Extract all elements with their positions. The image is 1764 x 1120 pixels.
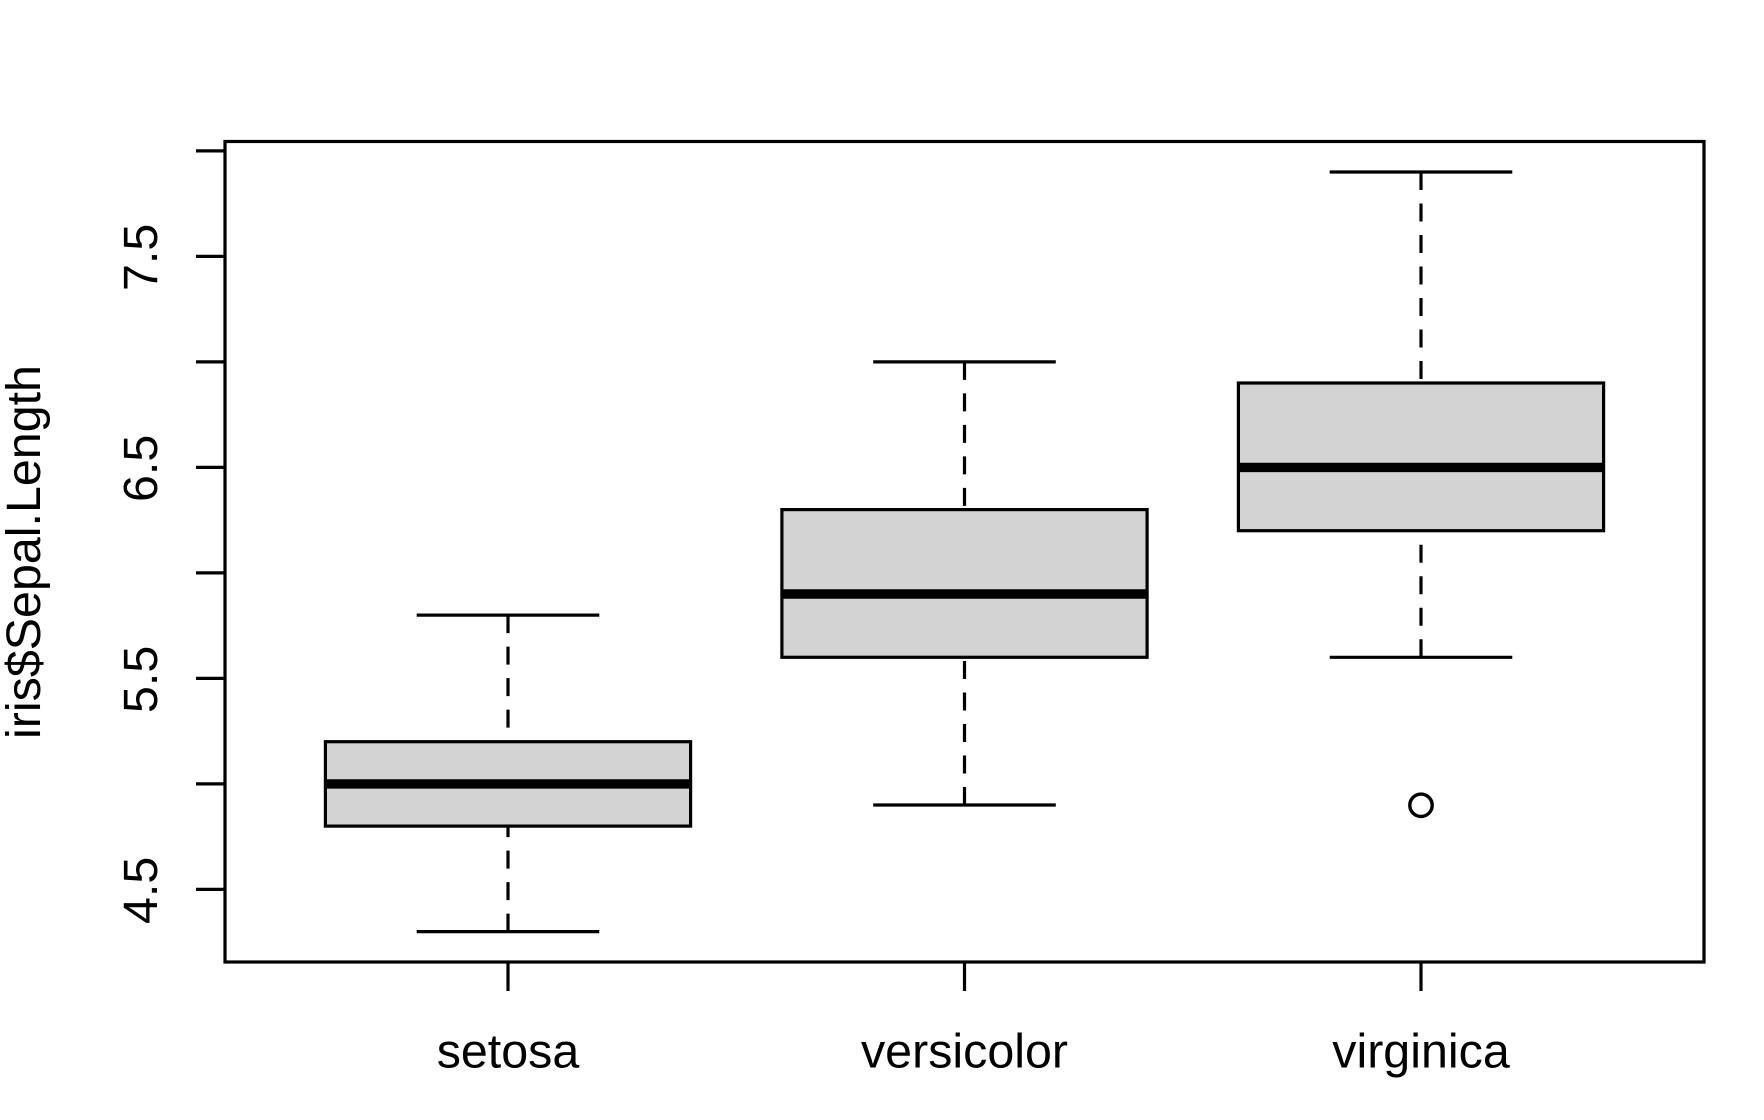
svg-text:versicolor: versicolor — [861, 1025, 1068, 1079]
svg-text:4.5: 4.5 — [114, 857, 168, 924]
svg-text:7.5: 7.5 — [114, 224, 168, 291]
svg-text:virginica: virginica — [1332, 1025, 1510, 1079]
svg-text:6.5: 6.5 — [114, 435, 168, 502]
svg-text:setosa: setosa — [437, 1025, 580, 1079]
svg-text:5.5: 5.5 — [114, 646, 168, 713]
svg-text:iris$Sepal.Length: iris$Sepal.Length — [0, 365, 51, 739]
